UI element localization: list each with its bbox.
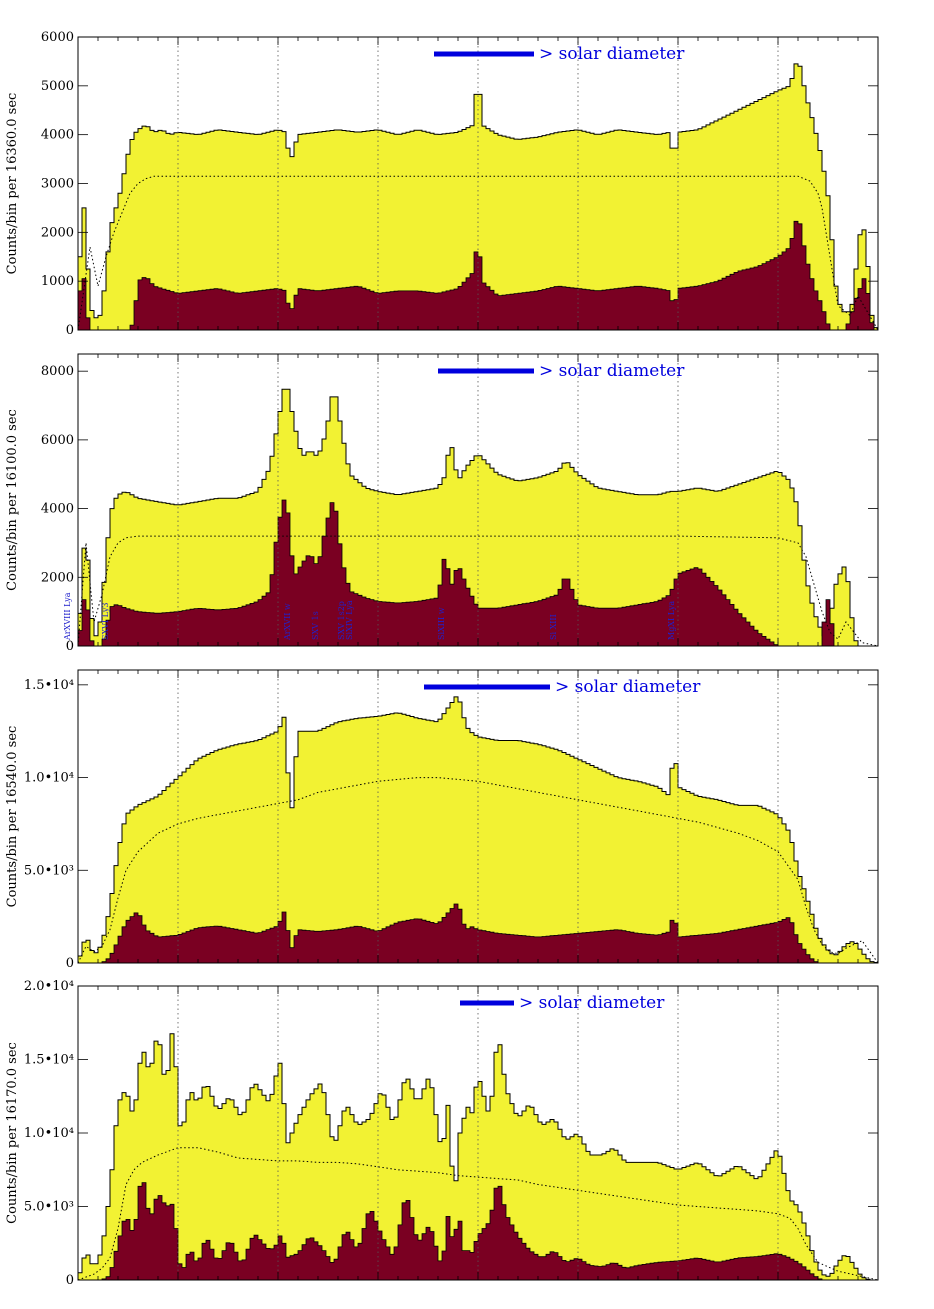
panel-2: 0 2000 4000 6000 8000 Counts/bin per 16100.0 …: [5, 353, 879, 654]
total-counts-outline: [78, 63, 878, 329]
line-label: ArXVII w: [283, 603, 292, 641]
model-curve: [78, 535, 878, 646]
y-tick-label: 2000: [41, 570, 74, 585]
background-counts-outline: [78, 499, 878, 646]
y-axis-label: Counts/bin per 16170.0 sec: [5, 1042, 20, 1224]
y-tick-label: 6000: [41, 433, 74, 448]
line-label: SiXIII w: [437, 607, 446, 640]
y-tick-label: 1.0•10⁴: [24, 1126, 74, 1141]
y-tick-label: 0: [66, 323, 74, 338]
line-label: ArXVIII Lya: [63, 592, 72, 641]
y-tick-label: 5.0•10³: [24, 863, 74, 878]
legend-label: > solar diameter: [519, 993, 665, 1013]
y-tick-label: 5.0•10³: [24, 1200, 74, 1215]
legend-label: > solar diameter: [555, 677, 701, 697]
plot-area: [78, 354, 878, 646]
y-tick-label: 8000: [41, 364, 74, 379]
y-tick-label: 5000: [41, 79, 74, 94]
line-label: MgXI Lya: [667, 601, 676, 640]
background-counts-outline: [78, 903, 878, 963]
line-label: SXV 1s: [311, 611, 320, 640]
background-counts-outline: [78, 1182, 878, 1280]
total-counts-outline: [78, 388, 878, 646]
y-tick-label: 1.5•10⁴: [24, 678, 74, 693]
y-tick-label: 1.0•10⁴: [24, 771, 74, 786]
plot-area: [78, 670, 878, 963]
total-counts-outline: [78, 696, 878, 963]
legend-label: > solar diameter: [539, 361, 685, 381]
y-tick-label: 2.0•10⁴: [24, 979, 74, 994]
line-label: SiXIV Lya: [345, 600, 354, 640]
y-axis-label: Counts/bin per 16540.0 sec: [5, 726, 20, 908]
total-counts-outline: [78, 1033, 878, 1280]
background-counts-area: [78, 1182, 878, 1280]
y-tick-label: 2000: [41, 225, 74, 240]
y-tick-label: 0: [66, 1273, 74, 1288]
line-label: Si XIII: [549, 614, 558, 640]
y-tick-label: 1000: [41, 274, 74, 289]
plot-area: [78, 986, 878, 1280]
model-curve: [78, 175, 878, 330]
y-tick-label: 4000: [41, 502, 74, 517]
panel-4: 0 5.0•10³ 1.0•10⁴ 1.5•10⁴ 2.0•10⁴ Counts/bin …: [5, 979, 879, 1288]
line-label: SXVI Ly3: [101, 603, 110, 640]
y-tick-label: 3000: [41, 177, 74, 192]
y-axis-label: Counts/bin per 16360.0 sec: [5, 93, 20, 275]
y-tick-label: 0: [66, 639, 74, 654]
panel-1: 0 1000 2000 3000 4000 5000 6000 Counts/bin per …: [5, 30, 879, 338]
background-counts-area: [78, 904, 878, 963]
y-axis-label: Counts/bin per 16100.0 sec: [5, 409, 20, 591]
y-tick-label: 0: [66, 956, 74, 971]
legend-label: > solar diameter: [539, 44, 685, 64]
y-tick-label: 6000: [41, 30, 74, 45]
y-tick-label: 1.5•10⁴: [24, 1053, 74, 1068]
line-label: SXV 1s2p: [337, 601, 346, 640]
background-counts-outline: [78, 220, 878, 330]
model-curve: [78, 1147, 878, 1280]
plot-area: [78, 37, 878, 330]
panel-3: 0 5.0•10³ 1.0•10⁴ 1.5•10⁴ Counts/bin per 165…: [5, 669, 879, 971]
y-tick-label: 4000: [41, 128, 74, 143]
